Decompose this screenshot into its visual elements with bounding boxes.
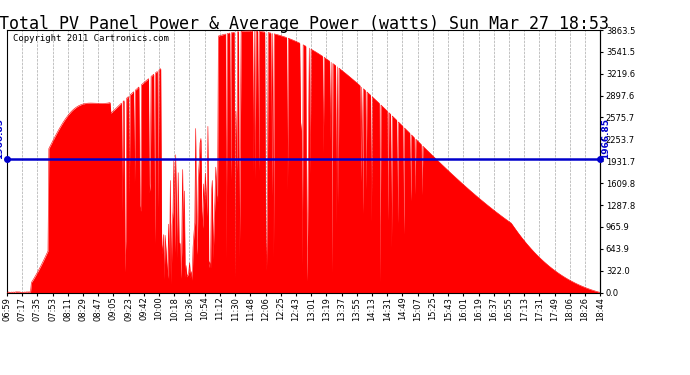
Text: Total PV Panel Power & Average Power (watts) Sun Mar 27 18:53: Total PV Panel Power & Average Power (wa… [0,15,609,33]
Text: Copyright 2011 Cartronics.com: Copyright 2011 Cartronics.com [13,34,169,43]
Text: 1966.85: 1966.85 [602,118,611,159]
Text: 1966.85: 1966.85 [0,118,4,159]
